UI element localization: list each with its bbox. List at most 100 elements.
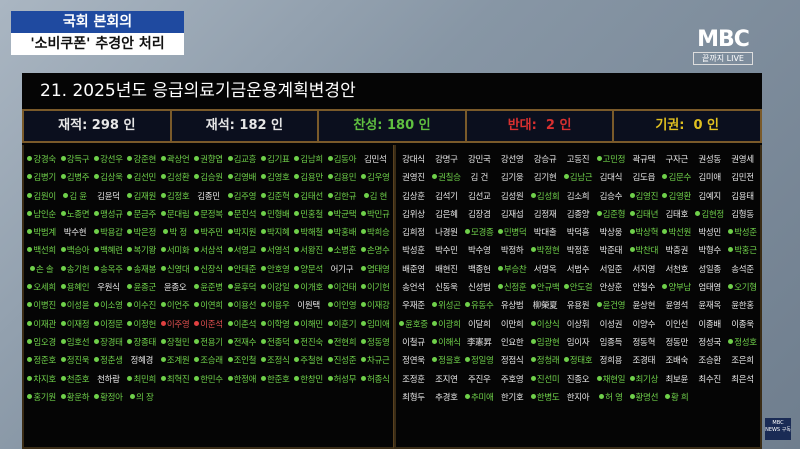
member-name: 곽규택 (632, 155, 656, 165)
vote-yes-dot-icon (127, 338, 133, 344)
member-vote-cell: 허성무 (325, 371, 358, 389)
member-vote-cell: 신동욱 (430, 279, 463, 297)
member-vote-cell: 전용기 (192, 334, 225, 352)
member-name: 이춘석 (233, 319, 257, 330)
member-vote-cell: 강준현 (125, 151, 158, 169)
vote-yes-dot-icon (60, 393, 66, 399)
member-vote-cell: 최혁진 (158, 371, 191, 389)
member-vote-cell: 박균택 (325, 206, 358, 224)
vote-yes-dot-icon (60, 247, 66, 253)
member-vote-cell: 김미애 (693, 169, 726, 187)
member-name: 조승환 (698, 356, 721, 367)
member-vote-cell: 남인순 (25, 206, 58, 224)
member-name: 김정호 (166, 191, 190, 202)
vote-yes-dot-icon (563, 357, 569, 363)
member-vote-cell: 한민수 (192, 371, 225, 389)
vote-yes-dot-icon (94, 174, 100, 180)
vote-yes-dot-icon (294, 229, 300, 235)
member-vote-cell: 윤후덕 (225, 279, 258, 297)
member-vote-cell: 김영환 (660, 188, 693, 206)
vote-yes-dot-icon (160, 156, 166, 161)
vote-yes-dot-icon (194, 229, 200, 235)
member-vote-cell: 김병기 (25, 169, 58, 187)
member-name: 이종욱 (731, 319, 754, 330)
member-name: 김선교 (467, 191, 491, 202)
member-vote-cell: 임오경 (25, 334, 58, 352)
member-name: 이건태 (333, 283, 357, 294)
vote-yes-dot-icon (94, 338, 100, 344)
member-vote-cell: 신영대 (158, 261, 191, 279)
member-name: 이기헌 (367, 283, 390, 294)
member-vote-cell: 위성곤 (430, 297, 463, 315)
member-vote-cell: 황운하 (58, 389, 91, 407)
member-name: 권영진 (402, 173, 425, 184)
member-name: 김상욱 (100, 173, 123, 184)
member-vote-cell: 송언석 (397, 279, 430, 297)
member-vote-cell: 정태호 (562, 352, 595, 370)
vote-yes-dot-icon (464, 393, 470, 399)
vote-yes-dot-icon (127, 192, 133, 198)
vote-yes-dot-icon (260, 229, 266, 235)
member-vote-cell: 천하람 (92, 371, 125, 389)
member-vote-cell: 이학영 (259, 316, 292, 334)
member-name: 윤준병 (200, 283, 223, 294)
vote-yes-dot-icon (361, 357, 367, 363)
member-vote-cell: 이철규 (397, 334, 430, 352)
member-vote-cell: 정동혁 (627, 334, 660, 352)
member-name: 김성원 (500, 191, 524, 202)
member-vote-cell: 김정호 (158, 188, 191, 206)
member-name: 염태영 (367, 264, 390, 275)
member-vote-cell: 최수진 (693, 371, 726, 389)
vote-yes-dot-icon (227, 192, 233, 198)
member-vote-cell: 김성원 (496, 188, 529, 206)
member-vote-cell: 이성윤 (58, 297, 91, 315)
member-name: 박충권 (665, 246, 688, 257)
member-vote-cell: 이재관 (25, 316, 58, 334)
member-vote-cell: 김용태 (726, 188, 759, 206)
member-vote-cell: 박지원 (225, 224, 258, 242)
member-vote-cell: 유용원 (562, 297, 595, 315)
member-vote-cell: 조승래 (192, 352, 225, 370)
member-name: 박정하 (500, 246, 524, 257)
member-name: 윤종군 (133, 283, 157, 294)
mbc-news-subscribe-badge[interactable]: MBC NEWS 구독 (765, 418, 791, 440)
member-vote-cell: 이종배 (693, 316, 726, 334)
member-vote-cell: 문진석 (225, 206, 258, 224)
member-name: 윤후덕 (233, 283, 257, 294)
member-name: 김영진 (635, 191, 659, 202)
vote-yes-dot-icon (260, 338, 266, 344)
member-name: 민형배 (266, 209, 290, 220)
member-vote-cell: 김상욱 (92, 169, 125, 187)
member-vote-cell: 김승원 (192, 169, 225, 187)
member-name: 김태년 (635, 209, 659, 220)
vote-yes-dot-icon (127, 174, 133, 180)
vote-yes-dot-icon (94, 302, 100, 308)
member-vote-cell: 최형두 (397, 389, 430, 407)
member-vote-cell: 김민전 (726, 169, 759, 187)
vote-yes-dot-icon (194, 174, 200, 180)
member-name: 정점식 (500, 356, 524, 367)
member-name: 조지연 (435, 374, 458, 385)
member-vote-cell: 최민희 (125, 371, 158, 389)
member-vote-cell: 백종헌 (463, 261, 496, 279)
vote-yes-dot-icon (160, 192, 166, 198)
member-name: 진선미 (536, 374, 560, 385)
vote-yes-dot-icon (728, 338, 734, 344)
vote-yes-dot-icon (629, 210, 635, 216)
member-vote-cell: 고민정 (594, 151, 627, 169)
member-vote-cell: 민형배 (259, 206, 292, 224)
member-name: 장종태 (133, 337, 157, 348)
vote-yes-dot-icon (294, 265, 300, 271)
member-vote-cell: 황정아 (92, 389, 125, 407)
member-name: 김기현 (533, 173, 557, 184)
vote-yes-dot-icon (294, 192, 300, 198)
member-vote-cell: 모경종 (463, 224, 496, 242)
member-vote-cell: 이정헌 (125, 316, 158, 334)
member-name: 한정애 (233, 374, 257, 385)
bill-title: 21. 2025년도 응급의료기금운용계획변경안 (40, 81, 356, 101)
vote-yes-dot-icon (127, 375, 133, 381)
member-vote-cell: 민홍철 (292, 206, 325, 224)
member-name: 복기왕 (133, 246, 157, 257)
member-vote-cell: 노종면 (58, 206, 91, 224)
member-vote-cell: 이정문 (92, 316, 125, 334)
